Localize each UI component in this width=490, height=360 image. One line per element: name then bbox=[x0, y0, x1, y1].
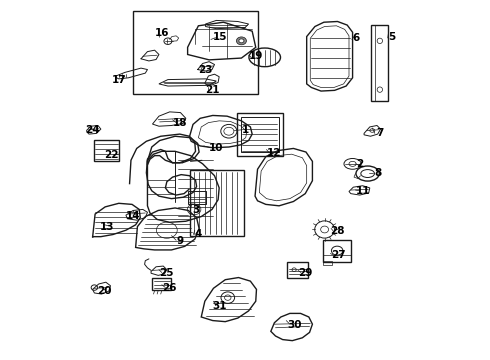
Text: 24: 24 bbox=[85, 125, 100, 135]
Bar bbox=[94, 140, 120, 161]
Bar bbox=[323, 261, 332, 265]
Text: 20: 20 bbox=[97, 286, 112, 296]
Text: 4: 4 bbox=[195, 229, 202, 239]
Text: 31: 31 bbox=[213, 301, 227, 311]
Text: 27: 27 bbox=[331, 250, 345, 260]
Text: 30: 30 bbox=[287, 320, 302, 330]
Bar bbox=[188, 191, 206, 204]
Text: 1: 1 bbox=[242, 125, 248, 135]
Bar bbox=[191, 170, 244, 235]
Bar bbox=[237, 113, 283, 156]
Text: 15: 15 bbox=[213, 32, 227, 41]
Text: 14: 14 bbox=[126, 211, 141, 221]
Text: 22: 22 bbox=[104, 150, 119, 160]
Text: 5: 5 bbox=[389, 32, 395, 41]
Text: 26: 26 bbox=[163, 283, 177, 293]
Text: 7: 7 bbox=[376, 129, 383, 138]
Text: 8: 8 bbox=[374, 168, 381, 178]
Text: 11: 11 bbox=[356, 186, 370, 196]
Text: 17: 17 bbox=[111, 75, 126, 85]
Text: 13: 13 bbox=[99, 222, 114, 231]
Ellipse shape bbox=[236, 37, 246, 45]
Bar bbox=[241, 117, 279, 152]
Text: 9: 9 bbox=[177, 236, 184, 246]
Ellipse shape bbox=[239, 39, 244, 43]
Text: 12: 12 bbox=[267, 148, 281, 158]
Bar bbox=[152, 278, 171, 291]
Bar bbox=[287, 262, 308, 278]
Bar bbox=[323, 239, 351, 262]
Text: 16: 16 bbox=[155, 28, 170, 38]
Text: 21: 21 bbox=[205, 85, 220, 95]
Text: 3: 3 bbox=[192, 206, 199, 216]
Text: 29: 29 bbox=[298, 267, 313, 278]
Bar bbox=[371, 25, 389, 101]
Text: 18: 18 bbox=[173, 118, 188, 128]
Text: 19: 19 bbox=[248, 51, 263, 61]
Bar bbox=[133, 12, 258, 94]
Text: 23: 23 bbox=[198, 64, 213, 75]
Text: 6: 6 bbox=[352, 33, 360, 43]
Text: 28: 28 bbox=[330, 226, 345, 236]
Text: 10: 10 bbox=[208, 143, 223, 153]
Text: 25: 25 bbox=[159, 268, 173, 278]
Text: 2: 2 bbox=[356, 159, 364, 169]
